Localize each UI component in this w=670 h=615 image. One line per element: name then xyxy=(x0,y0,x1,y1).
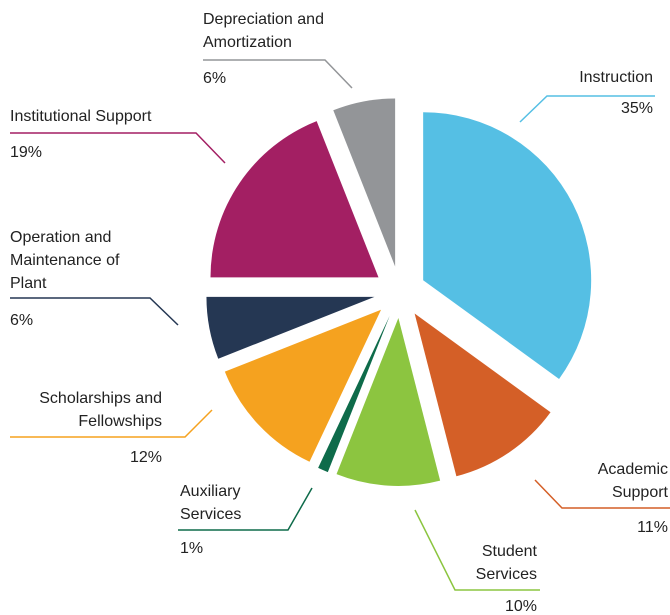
slice-value-label: 19% xyxy=(10,144,43,161)
pie-slice xyxy=(318,315,390,473)
slice-label: Institutional Support xyxy=(10,108,152,125)
pie-slice xyxy=(336,317,441,486)
slice-label: Depreciation and Amortization xyxy=(203,11,324,51)
pie-slice xyxy=(224,309,382,462)
slice-value-label: 11% xyxy=(637,519,668,536)
slice-value-label: 35% xyxy=(620,100,653,117)
leader-line xyxy=(203,59,353,89)
slice-label: Scholarships and Fellowships xyxy=(39,390,162,430)
pie-slice xyxy=(423,112,592,379)
leader-line xyxy=(10,297,179,326)
pie-slice xyxy=(333,98,396,267)
pie-slice xyxy=(210,121,379,278)
slice-value-label: 10% xyxy=(504,598,537,615)
leader-line xyxy=(10,409,213,438)
slice-label: Academic Support xyxy=(597,461,668,501)
leader-line xyxy=(10,132,226,164)
slice-label: Student Services xyxy=(475,543,537,583)
leader-line xyxy=(534,479,670,509)
leader-line xyxy=(414,509,540,591)
slice-value-label: 6% xyxy=(203,70,227,87)
slice-value-label: 1% xyxy=(180,540,204,557)
slice-value-label: 6% xyxy=(10,312,34,329)
slice-label: Instruction xyxy=(579,69,653,86)
leader-line xyxy=(178,487,313,531)
pie-slice xyxy=(414,313,551,477)
leader-line xyxy=(519,95,655,123)
pie-slice xyxy=(206,296,375,359)
slice-value-label: 12% xyxy=(129,449,162,466)
slice-label: Operation and Maintenance of Plant xyxy=(10,229,120,292)
slice-label: Auxiliary Services xyxy=(180,483,242,523)
